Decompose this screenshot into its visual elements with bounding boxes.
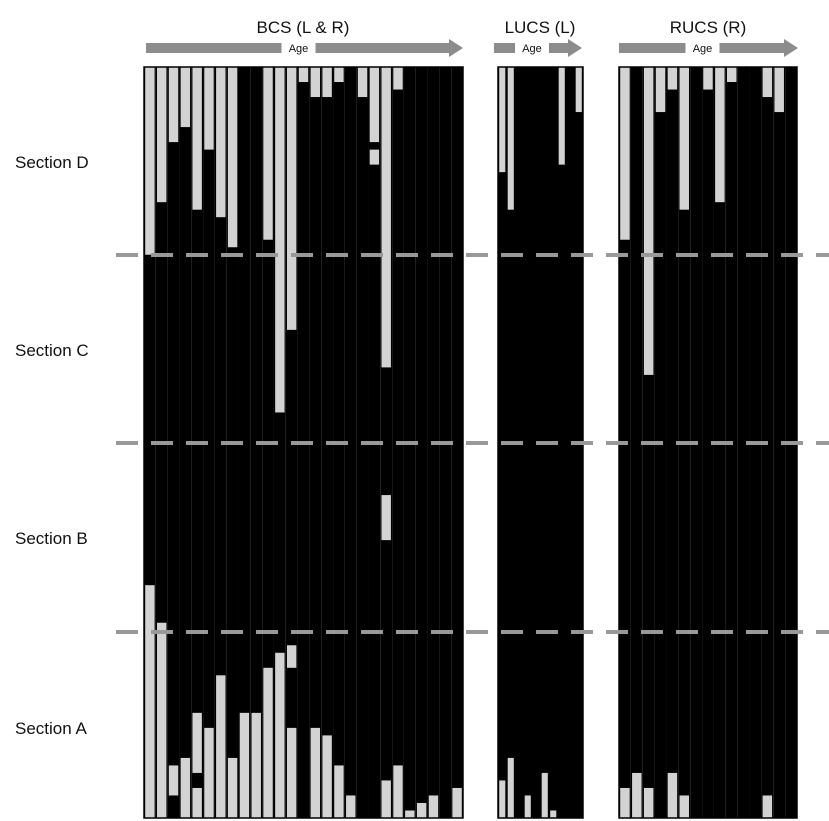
unfused-segment [275, 67, 284, 412]
age-arrow: Age [494, 39, 582, 57]
unfused-segment [774, 67, 783, 112]
age-label: Age [522, 43, 542, 55]
unfused-segment [668, 67, 677, 90]
specimen-column [631, 67, 643, 818]
unfused-segment [727, 67, 736, 82]
unfused-segment [240, 713, 249, 818]
unfused-segment [181, 758, 190, 818]
unfused-segment [169, 765, 178, 795]
unfused-segment [382, 495, 391, 540]
unfused-segment [644, 67, 653, 375]
unfused-segment [228, 758, 237, 818]
unfused-segment [263, 668, 272, 818]
age-arrow: Age [146, 39, 463, 57]
unfused-segment [275, 653, 284, 818]
unfused-segment [181, 67, 190, 127]
unfused-segment [358, 67, 367, 97]
unfused-segment [334, 765, 343, 818]
unfused-segment [417, 803, 426, 818]
unfused-segment [169, 67, 178, 142]
unfused-segment [763, 795, 772, 818]
unfused-segment [287, 67, 296, 330]
panel-title: BCS (L & R) [257, 18, 350, 37]
row-label-b: Section B [15, 529, 88, 548]
row-label-c: Section C [15, 341, 89, 360]
specimen-column [558, 67, 567, 818]
unfused-segment [145, 67, 154, 255]
unfused-segment [559, 67, 565, 165]
panels: BCS (L & R) Age LUCS (L) Age RUCS (R) Age [144, 18, 798, 818]
unfused-segment [393, 765, 402, 818]
age-label: Age [693, 43, 713, 55]
age-arrow-head [568, 39, 582, 57]
unfused-segment [452, 788, 461, 818]
unfused-segment [228, 67, 237, 247]
unfused-segment [620, 788, 629, 818]
unfused-segment [145, 585, 154, 818]
unfused-segment [334, 67, 343, 82]
unfused-segment [382, 780, 391, 818]
unfused-segment [703, 67, 712, 90]
unfused-segment [311, 67, 320, 97]
unfused-segment [216, 675, 225, 818]
unfused-segment [311, 728, 320, 818]
panel-title: RUCS (R) [670, 18, 747, 37]
unfused-segment [680, 67, 689, 210]
unfused-segment [525, 795, 531, 818]
fused-segment [631, 67, 643, 818]
fused-segment [558, 67, 567, 818]
unfused-segment [322, 735, 331, 818]
fused-segment [524, 67, 533, 818]
unfused-segment [632, 773, 641, 818]
unfused-segment [382, 67, 391, 367]
unfused-segment [508, 758, 514, 818]
unfused-segment [715, 67, 724, 202]
panel-1: BCS (L & R) Age [144, 18, 463, 818]
unfused-segment [656, 67, 665, 112]
unfused-segment [508, 67, 514, 210]
unfused-segment [550, 810, 556, 818]
row-label-a: Section A [15, 719, 87, 738]
age-arrow: Age [619, 39, 798, 57]
unfused-segment [204, 728, 213, 818]
panel-title: LUCS (L) [505, 18, 576, 37]
unfused-segment [499, 780, 505, 818]
unfused-segment [204, 67, 213, 150]
unfused-segment [370, 67, 379, 142]
unfused-segment [157, 623, 166, 818]
unfused-segment [499, 67, 505, 172]
unfused-segment [263, 67, 272, 240]
unfused-segment [620, 67, 629, 240]
unfused-segment [370, 150, 379, 165]
unfused-segment [287, 645, 296, 668]
age-label: Age [289, 43, 309, 55]
unfused-segment [393, 67, 402, 90]
unfused-segment [299, 67, 308, 82]
age-arrow-head [784, 39, 798, 57]
panel-2: LUCS (L) Age [494, 18, 583, 818]
age-arrow-head [449, 39, 463, 57]
unfused-segment [192, 713, 201, 773]
unfused-segment [542, 773, 548, 818]
unfused-segment [157, 67, 166, 202]
unfused-segment [680, 795, 689, 818]
unfused-segment [763, 67, 772, 97]
unfused-segment [429, 795, 438, 818]
panel-3: RUCS (R) Age [619, 18, 798, 818]
unfused-segment [252, 713, 261, 818]
unfused-segment [192, 788, 201, 818]
unfused-segment [346, 795, 355, 818]
row-label-d: Section D [15, 153, 89, 172]
unfused-segment [192, 67, 201, 210]
unfused-segment [216, 67, 225, 217]
unfused-segment [668, 773, 677, 818]
specimen-column [524, 67, 533, 818]
row-labels: Section D Section C Section B Section A [15, 153, 89, 738]
unfused-segment [576, 67, 582, 112]
unfused-segment [644, 788, 653, 818]
unfused-segment [287, 728, 296, 818]
unfused-segment [405, 810, 414, 818]
unfused-segment [322, 67, 331, 97]
